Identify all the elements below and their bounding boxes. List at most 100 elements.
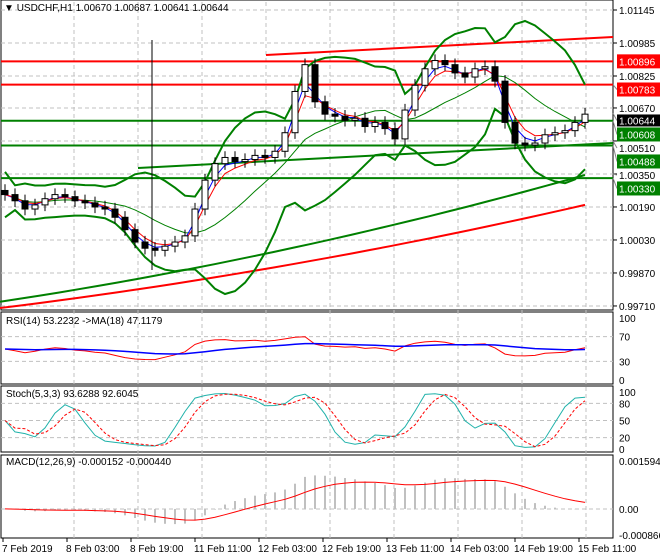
candle-body — [461, 72, 469, 78]
rsi-axis-label: 30 — [619, 357, 631, 368]
candle — [221, 151, 229, 170]
time-label: 11 Feb 11:00 — [194, 544, 252, 555]
candle — [91, 196, 99, 214]
level-price-text: 1.00488 — [619, 157, 656, 168]
candle-body — [211, 163, 219, 181]
stoch-axis-label: 100 — [619, 388, 636, 399]
candle — [411, 79, 419, 117]
candle-body — [231, 156, 239, 163]
bollinger-lower — [4, 107, 586, 296]
candle — [331, 107, 339, 123]
candle — [461, 66, 469, 84]
panel-frame — [0, 311, 614, 385]
candle-body — [1, 189, 9, 196]
rsi-axis-label: 0 — [619, 376, 625, 387]
candle — [281, 126, 289, 158]
candle-body — [161, 245, 169, 251]
time-label: 7 Feb 2019 — [2, 544, 53, 555]
time-label: 12 Feb 19:00 — [322, 544, 381, 555]
candle — [31, 198, 39, 216]
candle-body — [331, 113, 339, 117]
candle — [561, 124, 569, 139]
time-label: 15 Feb 11:00 — [578, 544, 637, 555]
candle-body — [111, 208, 119, 218]
candle — [301, 58, 309, 98]
candle-body — [401, 109, 409, 140]
candle-body — [431, 60, 439, 70]
candle-body — [261, 154, 269, 158]
candle-body — [481, 66, 489, 70]
candle-body — [561, 130, 569, 134]
price-label: 1.00510 — [619, 144, 656, 155]
candle — [291, 85, 299, 139]
long-ma-line — [0, 174, 586, 303]
candle — [141, 235, 149, 255]
candle — [421, 62, 429, 92]
candle — [251, 149, 259, 166]
candle-body — [101, 206, 109, 210]
candle-body — [151, 247, 159, 251]
stoch-axis-label: 50 — [619, 417, 631, 428]
triangle-down-icon[interactable]: ▼ — [4, 3, 14, 14]
current-price-tag — [617, 114, 660, 127]
candle-body — [201, 179, 209, 210]
candle-body — [31, 204, 39, 210]
price-label-leader — [612, 145, 618, 162]
rsi-axis-label: 100 — [619, 314, 636, 325]
candle — [471, 62, 479, 84]
candle — [261, 149, 269, 164]
candle-body — [241, 159, 249, 163]
candle — [51, 188, 59, 205]
candle-body — [351, 117, 359, 121]
candle-body — [41, 198, 49, 206]
candle — [511, 116, 519, 150]
price-label-leader — [612, 84, 618, 90]
candle-body — [471, 68, 479, 78]
candle — [191, 202, 199, 243]
price-label-leader — [612, 140, 618, 149]
level-price-text: 1.00896 — [619, 57, 656, 68]
candle-body — [221, 156, 229, 165]
level-price-tag — [617, 154, 660, 169]
time-label: 14 Feb 03:00 — [450, 544, 509, 555]
candle-body — [571, 121, 579, 132]
level-price-tag — [617, 127, 660, 142]
level-price-tag — [617, 54, 660, 69]
stoch-label: Stoch(5,3,3) 93.6288 92.6045 — [6, 389, 139, 400]
level-price-tag — [617, 181, 660, 196]
candle-body — [281, 132, 289, 152]
price-label-leader — [612, 173, 618, 176]
long-ma-line — [0, 203, 586, 309]
candle — [161, 239, 169, 257]
price-label: 0.99710 — [619, 302, 656, 313]
candle-body — [341, 115, 349, 121]
candle-body — [181, 235, 189, 243]
candle — [201, 173, 209, 216]
candle-body — [541, 134, 549, 144]
candle — [491, 60, 499, 88]
candle — [71, 190, 79, 207]
candle — [241, 153, 249, 168]
current-price-text: 1.00644 — [619, 116, 656, 127]
candle — [371, 116, 379, 133]
price-label: 1.00670 — [619, 104, 656, 115]
candle-body — [251, 154, 259, 161]
candle-body — [411, 84, 419, 111]
price-label: 0.99870 — [619, 269, 656, 280]
candle — [391, 122, 399, 146]
stoch-signal-line — [4, 393, 586, 448]
candle — [401, 103, 409, 146]
candle — [341, 110, 349, 127]
level-price-text: 1.00608 — [619, 130, 656, 141]
stoch-axis-label: 0 — [619, 445, 625, 456]
price-label: 1.01145 — [619, 6, 655, 17]
candle-body — [371, 121, 379, 128]
macd-label: MACD(12,26,9) -0.000152 -0.000440 — [6, 457, 172, 468]
candle — [441, 54, 449, 71]
candle-body — [491, 66, 499, 82]
price-label-leader — [612, 120, 618, 135]
candle — [81, 194, 89, 210]
candle-body — [441, 60, 449, 66]
candle — [551, 126, 559, 141]
candle-body — [61, 194, 69, 198]
